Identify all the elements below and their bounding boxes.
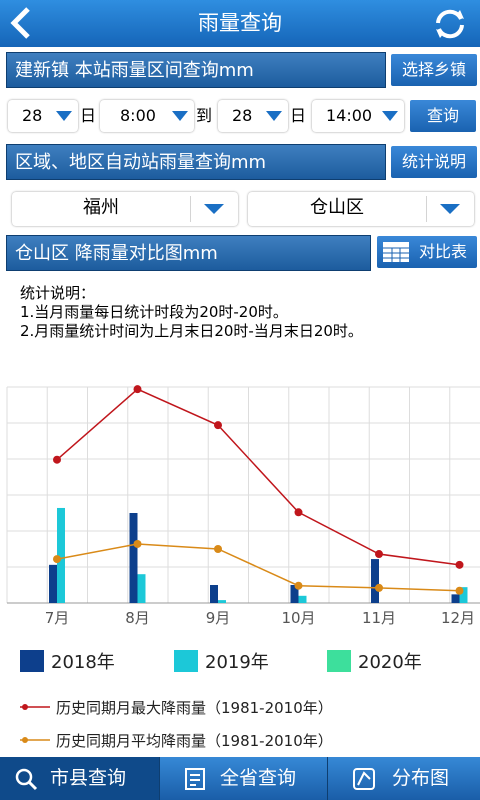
time-to: 14:00: [326, 106, 373, 125]
bar: [218, 600, 226, 603]
station-title: 建新镇 本站雨量区间查询mm: [15, 60, 254, 81]
chart-bar: 仓山区 降雨量对比图mm: [6, 235, 371, 271]
tab-label: 市县查询: [50, 767, 127, 789]
point: [53, 555, 61, 564]
bar: [137, 574, 146, 603]
point: [214, 545, 222, 553]
back-button[interactable]: [6, 6, 36, 40]
legend-label: 2018年: [51, 652, 115, 673]
bar: [298, 595, 307, 603]
day-from-select[interactable]: 28: [8, 100, 78, 132]
time-to-select[interactable]: 14:00: [312, 100, 404, 132]
legend-label: 2020年: [358, 652, 422, 673]
region-title: 区域、地区自动站雨量查询mm: [15, 152, 267, 173]
bar: [57, 507, 65, 603]
x-tick-label: 7月: [45, 609, 70, 627]
legend-swatch: [327, 650, 351, 672]
bar: [290, 585, 299, 603]
day-unit: 日: [80, 106, 97, 125]
compare-table-label: 对比表: [418, 242, 467, 261]
legend-dot: [22, 737, 28, 743]
header-title: 雨量查询: [198, 11, 282, 35]
bar: [451, 594, 460, 603]
bar: [129, 513, 138, 603]
query-button[interactable]: 查询: [410, 100, 476, 132]
point: [53, 455, 61, 464]
time-from: 8:00: [120, 106, 156, 125]
legend-label: 历史同期月最大降雨量（1981-2010年）: [56, 699, 333, 717]
select-town-button[interactable]: 选择乡镇: [391, 54, 477, 86]
legend-swatch: [174, 650, 198, 672]
line: [56, 543, 460, 592]
note: 统计说明：: [20, 284, 96, 302]
point: [133, 539, 142, 548]
day-unit: 日: [290, 106, 307, 125]
point: [214, 421, 222, 430]
region-bar: 区域、地区自动站雨量查询mm: [6, 144, 386, 180]
city-select[interactable]: 福州: [12, 192, 238, 226]
refresh-button[interactable]: [432, 7, 468, 41]
line: [56, 388, 460, 566]
city: 福州: [83, 197, 119, 218]
chart-section-title: 仓山区 降雨量对比图mm: [15, 243, 218, 264]
chart: 7月 8月 9月 10月 11月 12月 2018年 2019年 2020年历史同期月最大降雨量…: [6, 385, 480, 750]
legend-label: 2019年: [205, 652, 269, 673]
legend-swatch: [20, 650, 44, 672]
notes: 统计说明： 1.当月雨量每日统计时段为20时-20时。 2.月雨量统计时间为上月…: [20, 284, 363, 341]
bar: [210, 585, 218, 603]
note: 2.月雨量统计时间为上月末日20时-当月末日20时。: [20, 322, 363, 340]
x-tick-label: 8月: [125, 609, 150, 627]
station-bar: 建新镇 本站雨量区间查询mm: [6, 52, 386, 88]
legend-dot: [22, 704, 28, 710]
day-to-select[interactable]: 28: [218, 100, 288, 132]
bar: [371, 559, 379, 603]
tab[interactable]: 全省查询: [168, 757, 328, 800]
x-tick-label: 9月: [206, 609, 231, 627]
time-from-select[interactable]: 8:00: [100, 100, 194, 132]
point: [375, 550, 383, 559]
point: [294, 508, 303, 517]
explain-button[interactable]: 统计说明: [391, 146, 477, 178]
bar: [49, 564, 57, 603]
note: 1.当月雨量每日统计时段为20时-20时。: [20, 303, 288, 321]
tab[interactable]: 市县查询: [0, 757, 160, 800]
x-tick-label: 10月: [281, 609, 315, 627]
point: [455, 586, 464, 595]
to-label: 到: [196, 106, 213, 125]
tab[interactable]: 分布图: [338, 757, 480, 800]
bar: [459, 587, 468, 603]
point: [375, 583, 383, 592]
point: [133, 385, 142, 394]
tab-label: 分布图: [392, 767, 450, 789]
tab-label: 全省查询: [220, 767, 297, 789]
point: [294, 581, 303, 590]
district-select[interactable]: 仓山区: [248, 192, 474, 226]
district: 仓山区: [310, 197, 364, 218]
compare-table-button[interactable]: 对比表: [377, 236, 477, 268]
day-from: 28: [22, 106, 43, 125]
header: 雨量查询: [0, 0, 480, 47]
tab-bar: 市县查询 全省查询 分布图: [0, 757, 480, 800]
x-tick-label: 11月: [362, 609, 396, 627]
day-to: 28: [232, 106, 253, 125]
legend-label: 历史同期月平均降雨量（1981-2010年）: [56, 732, 333, 750]
x-tick-label: 12月: [441, 609, 475, 627]
point: [455, 560, 464, 569]
